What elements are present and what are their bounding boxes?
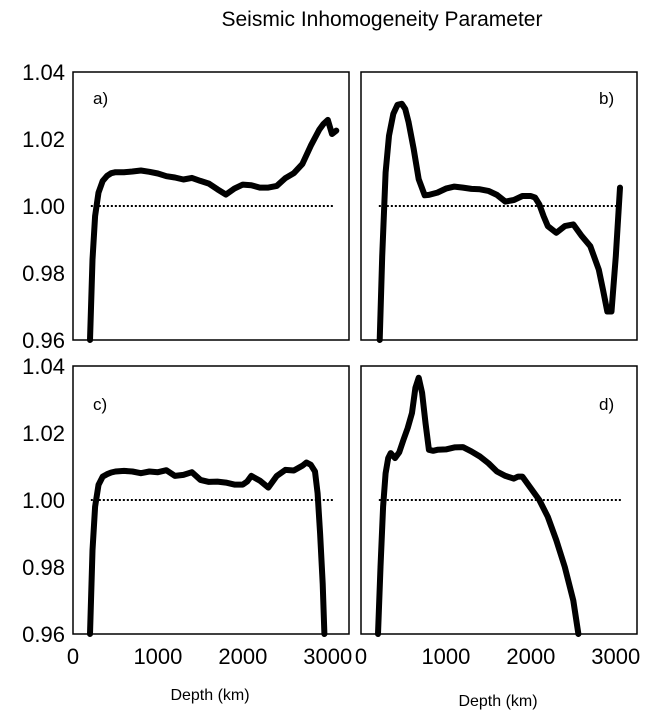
x-tick-label: 2000 — [506, 644, 555, 669]
panel-d-label: d) — [599, 395, 614, 414]
y-tick-label: 1.02 — [22, 127, 65, 152]
y-tick-label: 1.04 — [22, 60, 65, 85]
panel-a-frame — [72, 71, 350, 341]
x-tick-label: 3000 — [303, 644, 352, 669]
x-tick-label: 0 — [67, 644, 79, 669]
x-tick-label: 0 — [355, 644, 367, 669]
panel-b-frame — [360, 71, 638, 341]
y-tick-label: 1.02 — [22, 421, 65, 446]
panel-d-frame — [360, 365, 638, 635]
panel-b-series-line — [376, 100, 623, 343]
y-tick-label: 1.04 — [22, 354, 65, 379]
y-tick-label: 1.00 — [22, 194, 65, 219]
panel-d: d) 0 1000 2000 3000 — [355, 365, 640, 669]
panel-c-frame — [72, 365, 350, 635]
panel-c-series-line — [87, 459, 328, 637]
panel-b-label: b) — [599, 89, 614, 108]
x-axis-label-left: Depth (km) — [170, 687, 249, 704]
panel-a: a) 0.96 0.98 1.00 1.02 1.04 — [22, 60, 350, 353]
panel-a-series-line — [87, 116, 340, 343]
y-tick-label: 0.96 — [22, 328, 65, 353]
x-tick-label: 3000 — [591, 644, 640, 669]
x-tick-label: 1000 — [133, 644, 182, 669]
figure-title: Seismic Inhomogeneity Parameter — [222, 8, 543, 31]
y-tick-label: 0.96 — [22, 622, 65, 647]
panel-b: b) — [360, 71, 638, 343]
x-tick-label: 2000 — [218, 644, 267, 669]
y-tick-label: 1.00 — [22, 488, 65, 513]
y-tick-label: 0.98 — [22, 261, 65, 286]
panel-a-label: a) — [93, 89, 108, 108]
panel-d-series-line — [375, 374, 582, 637]
panel-c: c) 0.96 0.98 1.00 1.02 1.04 0 1000 2000 3000 — [22, 354, 352, 669]
y-tick-label: 0.98 — [22, 555, 65, 580]
x-axis-label-right: Depth (km) — [458, 693, 537, 710]
x-tick-label: 1000 — [421, 644, 470, 669]
panel-c-label: c) — [93, 395, 107, 414]
